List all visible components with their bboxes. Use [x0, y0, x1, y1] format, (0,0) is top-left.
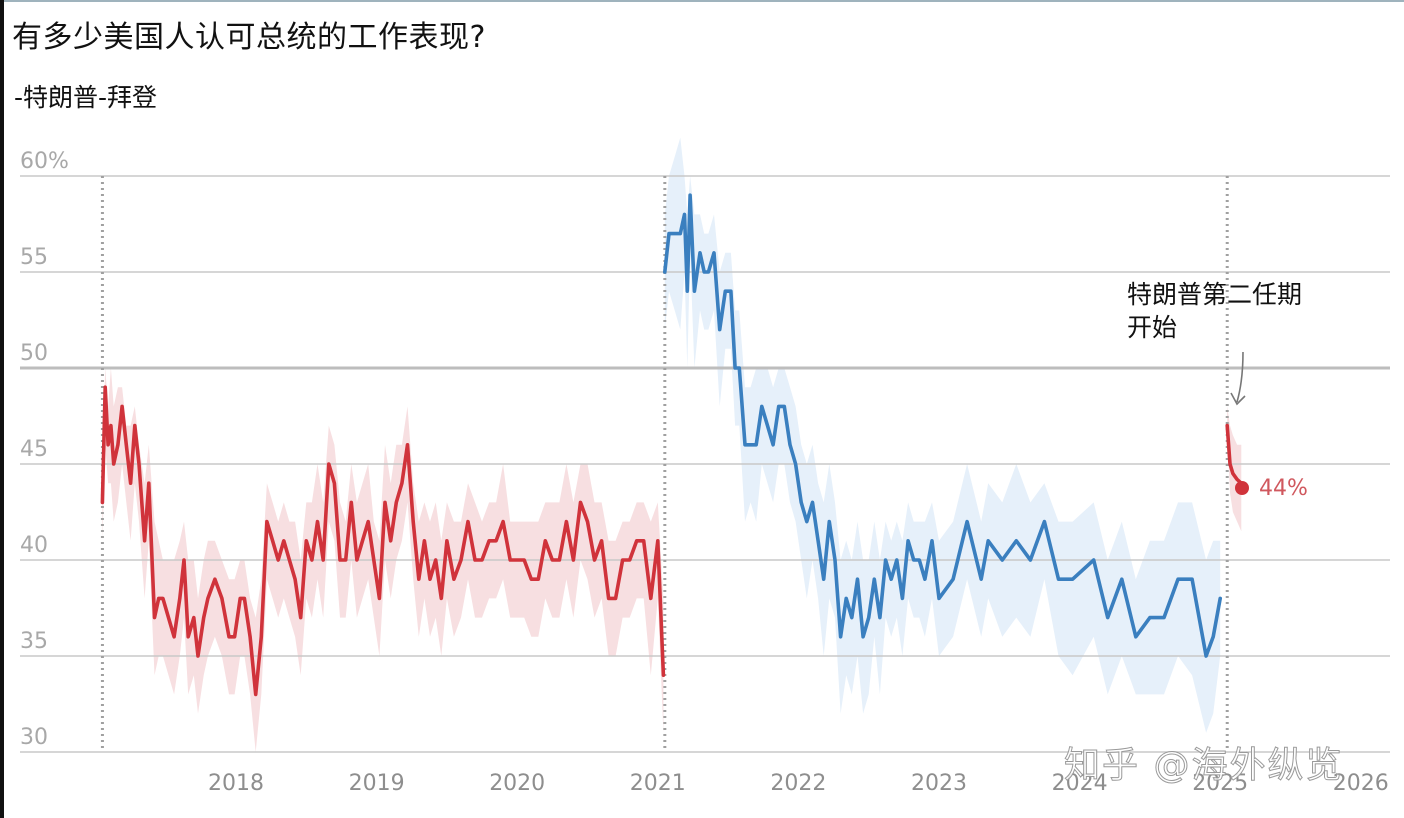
x-tick-label: 2018 [208, 771, 264, 796]
left-border [0, 0, 4, 818]
annotation-line-2: 开始 [1127, 313, 1178, 342]
y-tick-label: 60% [20, 149, 69, 174]
x-axis-ticks: 2018 2019 2020 2021 2022 2023 2024 2025 2026 [208, 771, 1389, 796]
approval-line [100, 385, 666, 697]
approval-line [662, 193, 1222, 658]
x-tick-label: 2021 [630, 771, 686, 796]
y-axis-ticks: 60% 55 50 45 40 35 30 [20, 149, 69, 750]
y-tick-label: 30 [20, 725, 48, 750]
latest-value-dot [1235, 481, 1249, 495]
y-tick-label: 50 [20, 341, 48, 366]
annotation-line-1: 特朗普第二任期 [1127, 280, 1303, 309]
annotation-arrow-icon [1230, 351, 1246, 406]
y-tick-label: 40 [20, 533, 48, 558]
latest-value-label: 44% [1259, 476, 1308, 501]
approval-lines [100, 193, 1244, 697]
gridlines [20, 175, 1390, 753]
chart-subtitle: -特朗普-拜登 [14, 83, 158, 112]
watermark: 知乎 @海外纵览 [1063, 745, 1344, 787]
approval-line [1225, 423, 1244, 486]
top-border [0, 0, 1404, 2]
y-tick-label: 45 [20, 437, 48, 462]
y-tick-label: 55 [20, 245, 48, 270]
confidence-bands [102, 137, 1242, 752]
x-tick-label: 2020 [489, 771, 545, 796]
x-tick-label: 2022 [770, 771, 826, 796]
chart-title: 有多少美国人认可总统的工作表现? [12, 20, 486, 55]
x-tick-label: 2024 [1052, 771, 1108, 796]
second-term-annotation: 特朗普第二任期 开始 [1127, 278, 1302, 344]
x-tick-label: 2019 [349, 771, 405, 796]
x-tick-label: 2025 [1192, 771, 1248, 796]
x-tick-label: 2026 [1333, 771, 1389, 796]
confidence-band [1227, 406, 1242, 532]
confidence-band [664, 137, 1221, 733]
y-tick-label: 35 [20, 629, 48, 654]
x-tick-label: 2023 [911, 771, 967, 796]
